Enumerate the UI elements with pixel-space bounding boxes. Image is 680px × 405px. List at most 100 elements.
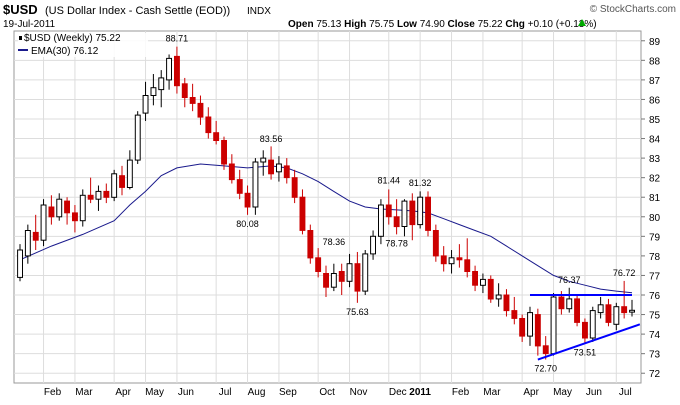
candle-body-down — [72, 212, 78, 222]
quote-chg-value: +0.10 (+0.13%) — [525, 19, 597, 30]
price-annotation: 80.08 — [236, 219, 259, 229]
candle-body-up — [111, 173, 118, 198]
x-tick-label: Oct — [319, 387, 335, 398]
candle-body-up — [346, 263, 353, 282]
price-annotation: 83.56 — [260, 134, 283, 144]
y-tick-label: 78 — [649, 252, 661, 263]
candle-body-down — [385, 204, 392, 218]
x-tick-label: May — [145, 387, 164, 398]
y-tick-label: 83 — [649, 154, 661, 165]
candle-body-up — [495, 294, 502, 300]
candle-body-down — [542, 345, 549, 355]
candle-body-down — [393, 216, 400, 228]
y-tick-label: 81 — [649, 193, 661, 204]
candle-body-up — [17, 249, 24, 278]
y-tick-label: 76 — [649, 291, 661, 302]
candle-body-up — [613, 306, 620, 325]
candle-body-down — [87, 194, 94, 200]
candle-body-up — [142, 95, 149, 114]
candle-body-down — [503, 294, 510, 312]
candle-body-up — [550, 296, 557, 355]
y-tick-label: 86 — [649, 95, 661, 106]
quote-high-value: 75.75 — [366, 19, 394, 30]
candle-body-down — [32, 231, 39, 241]
x-tick-label: Jul — [619, 387, 632, 398]
candle-body-down — [574, 298, 580, 323]
candle-body-up — [480, 278, 486, 286]
y-tick-label: 85 — [649, 115, 661, 126]
quote-close-label: Close — [445, 19, 475, 30]
price-annotation: 78.36 — [323, 237, 346, 247]
candle-body-up — [330, 273, 337, 288]
quote-line: Open 75.13 High 75.75 Low 74.90 Close 75… — [288, 19, 597, 30]
price-annotation: 73.51 — [574, 348, 597, 358]
candle-body-down — [456, 257, 463, 261]
price-annotation: 76.72 — [613, 268, 636, 278]
candle-body-up — [597, 304, 604, 314]
price-annotation: 81.44 — [378, 176, 401, 186]
candle-body-down — [323, 273, 330, 288]
x-tick-label: May — [553, 387, 572, 398]
candle-body-down — [221, 140, 228, 165]
y-tick-label: 77 — [649, 271, 661, 282]
candle-body-down — [440, 255, 447, 265]
y-tick-label: 73 — [649, 350, 661, 361]
ema-line — [19, 163, 633, 294]
candle-body-down — [558, 296, 565, 310]
quote-chg-label: Chg — [503, 19, 525, 30]
y-tick-label: 89 — [649, 37, 661, 48]
x-tick-label: Jun — [178, 387, 194, 398]
candle-body-up — [276, 163, 282, 173]
legend-price: $USD (Weekly) 75.22 — [24, 33, 121, 44]
candle-body-up — [56, 198, 63, 218]
candle-body-up — [401, 200, 408, 228]
quote-open-value: 75.13 — [314, 19, 342, 30]
candle-body-up — [378, 204, 384, 237]
candle-body-up — [362, 253, 369, 292]
y-tick-label: 88 — [649, 56, 661, 67]
legend-ema: EMA(30) 76.12 — [31, 46, 99, 57]
x-tick-label: Apr — [523, 387, 539, 398]
y-tick-label: 84 — [649, 135, 661, 146]
candle-body-down — [605, 304, 612, 323]
price-annotation: 76.37 — [558, 275, 581, 285]
candle-body-down — [472, 271, 479, 286]
candle-body-down — [519, 318, 526, 337]
candle-body-down — [299, 196, 306, 231]
plot-frame — [13, 30, 642, 384]
candle-body-up — [24, 230, 31, 257]
x-tick-label: Dec — [389, 387, 407, 398]
candle-body-up — [95, 190, 102, 200]
candle-body-up — [150, 87, 157, 96]
candle-body-down — [228, 163, 235, 181]
candle-body-down — [213, 132, 220, 141]
chart-title-name: (US Dollar Index - Cash Settle (EOD)) — [45, 5, 230, 17]
candle-body-down — [582, 321, 588, 339]
x-tick-label: 2011 — [409, 387, 431, 398]
price-annotation: 88.71 — [166, 33, 189, 43]
y-tick-label: 75 — [649, 311, 661, 322]
candle-body-down — [621, 306, 628, 314]
candle-body-up — [527, 312, 533, 337]
x-tick-label: Feb — [44, 387, 62, 398]
candle-body-down — [283, 165, 290, 179]
candle-body-down — [236, 179, 243, 194]
x-tick-label: Apr — [115, 387, 131, 398]
candle-body-down — [64, 200, 70, 214]
candle-body-up — [252, 161, 259, 208]
candle-body-up — [158, 77, 165, 91]
candle-body-down — [511, 310, 518, 319]
candle-body-up — [589, 310, 596, 339]
x-tick-label: Aug — [248, 387, 266, 398]
candle-body-up — [448, 257, 455, 265]
quote-low-label: Low — [394, 19, 417, 30]
candle-body-down — [487, 278, 494, 300]
x-tick-label: Jul — [219, 387, 232, 398]
legend: $USD (Weekly) 75.22 EMA(30) 76.12 — [18, 33, 148, 57]
candle-body-up — [629, 309, 635, 313]
candle-body-down — [464, 259, 471, 272]
candle-body-down — [534, 314, 541, 347]
price-annotation: 72.70 — [534, 364, 557, 374]
candle-body-up — [260, 157, 267, 163]
chart-date: 19-Jul-2011 — [3, 19, 56, 30]
